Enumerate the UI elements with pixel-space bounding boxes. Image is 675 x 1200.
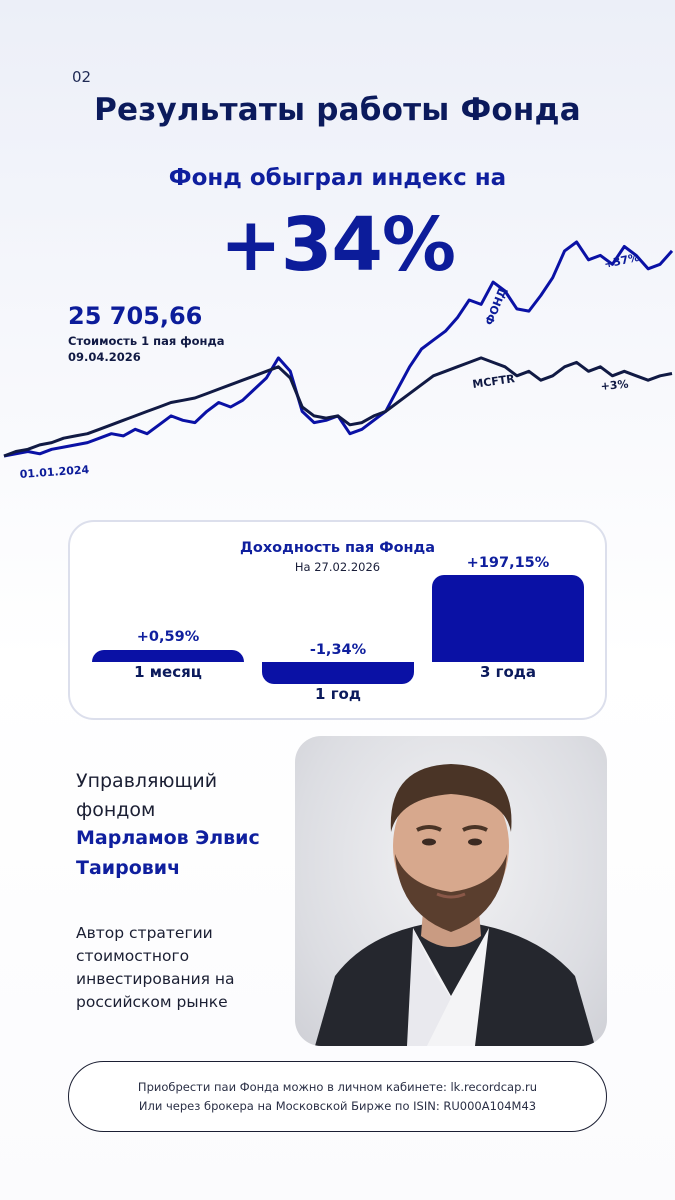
bar-1m [92,650,244,662]
returns-date: На 27.02.2026 [294,560,381,574]
page-title: Результаты работы Фонда [94,92,581,128]
purchase-info-box: Приобрести паи Фонда можно в личном каби… [68,1061,607,1132]
bar-3y [432,575,584,662]
manager-name-line1: Марламов Элвис [76,827,260,849]
bar-value-3y: +197,15% [466,555,550,571]
returns-card: Доходность пая Фонда На 27.02.2026 +0,59… [68,520,607,720]
series-end-label-fund: +37% [603,251,640,271]
purchase-info-line2: Или через брокера на Московской Бирже по… [138,1099,537,1113]
manager-name: Марламов Элвис Таирович [76,823,296,883]
performance-chart: 01.01.2024 ФОНД +37% MCFTR +3% [3,240,674,481]
bar-1y [262,662,414,684]
manager-description: Автор стратегии стоимостного инвестирова… [76,924,235,1011]
subtitle: Фонд обыграл индекс на [168,165,507,191]
chart-start-date: 01.01.2024 [19,463,90,481]
series-line-index [3,356,673,458]
manager-role-line2: фондом [76,799,156,821]
manager-role: Управляющий фондом [76,767,286,825]
manager-photo [295,736,607,1046]
page-number: 02 [72,68,92,86]
unit-price-caption: Стоимость 1 пая фонда 09.04.2026 [68,334,225,364]
purchase-info-line1: Приобрести паи Фонда можно в личном каби… [137,1080,538,1094]
bar-value-1y: -1,34% [309,642,367,658]
manager-name-line2: Таирович [76,857,181,879]
bar-value-1m: +0,59% [136,629,200,645]
bar-label-1y: 1 год [315,685,361,703]
series-end-label-index: +3% [600,378,629,393]
bar-label-3y: 3 года [479,663,537,681]
unit-price-value: 25 705,66 [68,302,203,330]
series-label-index: MCFTR [472,372,516,391]
outperformance-value: +34% [219,202,456,288]
returns-title: Доходность пая Фонда [239,540,436,556]
manager-role-line1: Управляющий [76,770,218,792]
bar-label-1m: 1 месяц [134,663,202,681]
